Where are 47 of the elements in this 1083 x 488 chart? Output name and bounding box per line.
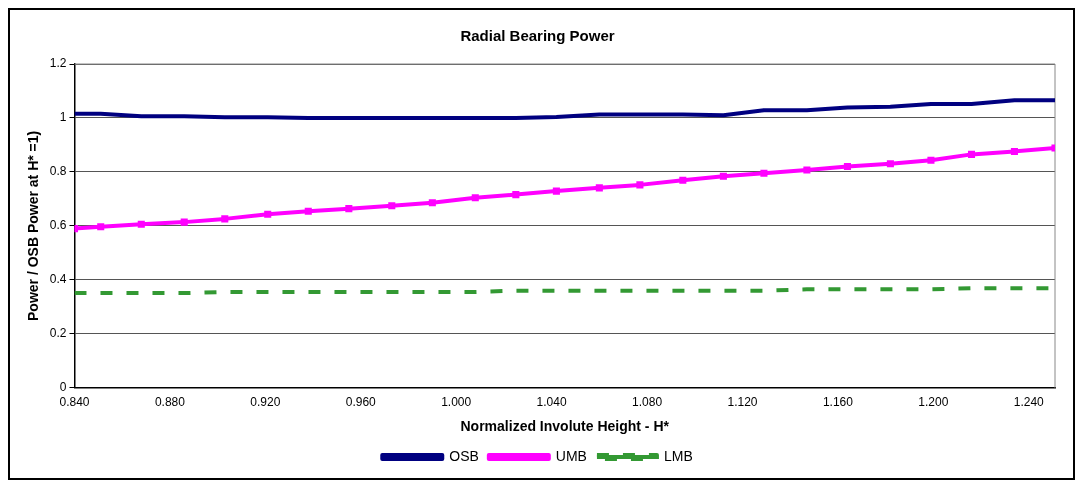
x-axis-title: Normalized Involute Height - H* <box>460 418 670 435</box>
point <box>512 191 520 199</box>
point <box>137 220 145 228</box>
point <box>388 202 396 210</box>
point <box>843 163 851 171</box>
point <box>679 176 687 184</box>
x-tick-label: 0.920 <box>250 395 281 410</box>
legend-label: LMB <box>663 447 693 464</box>
point <box>304 207 312 215</box>
point <box>180 218 188 226</box>
y-tick-label: 0.6 <box>49 218 67 233</box>
y-tick-label: 1 <box>59 110 67 125</box>
point <box>471 194 479 202</box>
y-axis-title: Power / OSB Power at H* =1) <box>25 130 42 322</box>
x-tick-label: 0.960 <box>345 395 377 410</box>
point <box>552 187 560 195</box>
point <box>97 223 105 231</box>
x-tick-label: 1.200 <box>918 395 949 410</box>
point <box>345 205 353 213</box>
point <box>719 172 727 180</box>
x-tick-label: 0.880 <box>154 395 186 410</box>
point <box>760 169 768 177</box>
point <box>636 181 644 189</box>
y-tick-label: 0.2 <box>49 326 67 341</box>
point <box>927 156 935 164</box>
y-tick-label: 0 <box>59 380 67 395</box>
point <box>595 184 603 192</box>
x-tick-label: 1.160 <box>822 395 854 410</box>
point <box>886 160 894 168</box>
point <box>803 166 811 174</box>
x-tick-label: 1.120 <box>727 395 758 410</box>
x-tick-label: 1.240 <box>1013 395 1045 410</box>
x-tick-label: 1.000 <box>441 395 472 410</box>
point <box>967 150 976 158</box>
point <box>428 199 436 207</box>
legend-label: UMB <box>555 447 587 464</box>
point <box>264 210 272 218</box>
point <box>221 215 229 223</box>
x-tick-label: 0.840 <box>59 395 90 410</box>
point <box>1010 147 1018 155</box>
x-tick-label: 1.040 <box>536 395 567 410</box>
y-tick-label: 0.4 <box>49 272 67 287</box>
legend-label: OSB <box>449 447 479 464</box>
y-tick-label: 1.2 <box>49 56 67 71</box>
chart-title: Radial Bearing Power <box>460 27 615 45</box>
y-tick-label: 0.8 <box>49 164 67 179</box>
x-tick-label: 1.080 <box>632 395 663 410</box>
